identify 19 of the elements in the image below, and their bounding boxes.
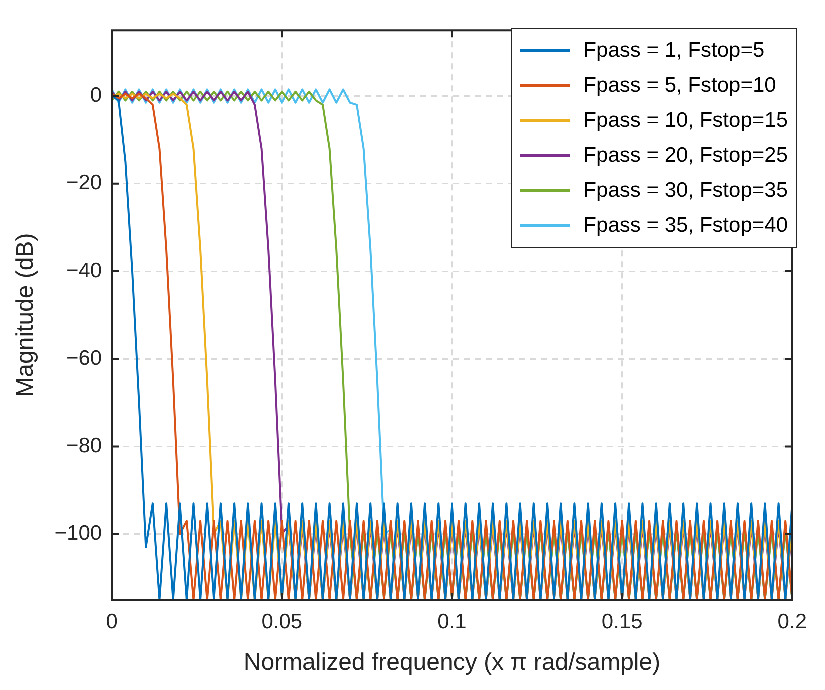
x-axis-title: Normalized frequency (x π rad/sample) <box>244 649 661 676</box>
legend-label: Fpass = 30, Fstop=35 <box>584 178 788 202</box>
x-tick-label: 0.05 <box>262 610 303 634</box>
y-tick-label: −100 <box>54 522 102 546</box>
legend-label: Fpass = 35, Fstop=40 <box>584 214 788 238</box>
legend-label: Fpass = 1, Fstop=5 <box>584 38 765 62</box>
legend-label: Fpass = 10, Fstop=15 <box>584 108 788 132</box>
y-tick-label: −60 <box>66 346 102 370</box>
y-tick-label: 0 <box>90 84 102 108</box>
legend-label: Fpass = 5, Fstop=10 <box>584 74 776 98</box>
x-tick-label: 0.2 <box>778 610 808 634</box>
x-tick-label: 0 <box>106 610 118 634</box>
x-tick-label: 0.15 <box>602 610 643 634</box>
y-axis-title: Magnitude (dB) <box>12 233 40 398</box>
y-tick-label: −20 <box>66 172 102 195</box>
y-tick-label: −40 <box>66 259 102 282</box>
legend-label: Fpass = 20, Fstop=25 <box>584 144 788 168</box>
y-tick-label: −80 <box>66 434 102 458</box>
x-tick-label: 0.1 <box>438 610 467 634</box>
